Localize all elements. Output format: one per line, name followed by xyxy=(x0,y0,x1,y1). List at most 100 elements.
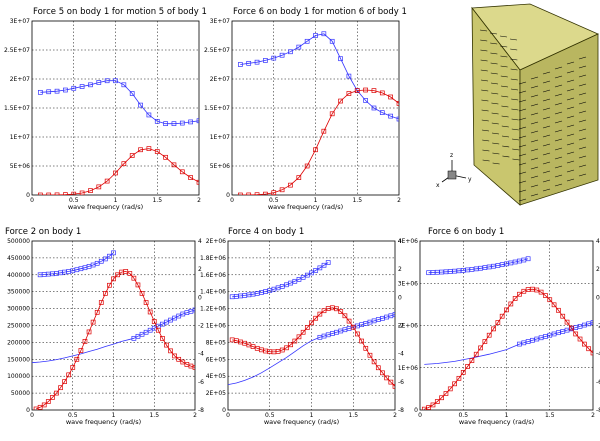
data-point xyxy=(482,339,488,344)
pressure-arrow xyxy=(530,184,539,188)
y2-tick-label: 4 xyxy=(198,238,202,245)
data-point xyxy=(74,356,80,362)
pressure-arrow xyxy=(578,128,587,132)
pressure-arrow xyxy=(566,160,575,164)
y-tick-label: 1.6E+06 xyxy=(200,272,226,279)
pressure-arrow xyxy=(500,85,509,88)
data-point xyxy=(138,147,143,153)
data-point xyxy=(439,395,444,401)
pressure-arrow xyxy=(480,79,489,82)
pressure-arrow xyxy=(500,65,508,68)
body-3d-view: z x y xyxy=(436,3,599,206)
pressure-arrow xyxy=(518,162,527,166)
y-tick-label: 0 xyxy=(226,192,230,199)
data-point xyxy=(188,119,193,125)
data-point xyxy=(495,320,501,325)
pressure-arrow xyxy=(554,138,563,142)
data-point xyxy=(96,80,102,85)
data-point xyxy=(504,307,509,313)
data-point xyxy=(359,338,364,344)
y2-tick-label: 2 xyxy=(596,266,600,273)
data-point xyxy=(317,265,323,271)
pressure-arrow xyxy=(512,148,520,151)
charts-layer: Force 5 on body 1 for motion 5 of body 1… xyxy=(4,7,600,426)
data-point xyxy=(577,336,583,342)
data-point xyxy=(346,91,352,96)
data-point xyxy=(363,98,368,103)
data-point xyxy=(371,88,377,93)
x-tick-label: 2 xyxy=(397,197,401,204)
pressure-arrow xyxy=(578,56,587,60)
pressure-arrow xyxy=(566,142,575,146)
pressure-arrow xyxy=(554,183,563,187)
y2-tick-label: -4 xyxy=(596,351,600,358)
pressure-arrow xyxy=(542,107,551,111)
series-line xyxy=(240,33,399,120)
data-point xyxy=(313,147,318,153)
pressure-arrow xyxy=(542,116,551,120)
y2-tick-label: -2 xyxy=(198,323,204,330)
x-axis-label: wave frequency (rad/s) xyxy=(268,203,343,211)
data-point xyxy=(486,332,492,338)
data-point xyxy=(551,302,557,308)
data-point xyxy=(573,331,579,337)
chart-title: Force 6 on body 1 xyxy=(428,227,504,237)
data-point xyxy=(388,379,394,385)
chart-panel-p1: Force 5 on body 1 for motion 5 of body 1… xyxy=(4,7,207,211)
pressure-arrow xyxy=(566,79,575,83)
y-tick-label: 350000 xyxy=(7,289,30,296)
y-tick-label: 2E+05 xyxy=(206,390,226,397)
pressure-arrow xyxy=(530,121,539,125)
pressure-arrow xyxy=(518,171,527,175)
data-point xyxy=(338,56,343,62)
prism-right-face xyxy=(519,33,599,206)
data-point xyxy=(556,307,561,313)
triad-y-label: y xyxy=(468,176,472,183)
data-point xyxy=(288,342,293,348)
triad-z-label: z xyxy=(450,152,453,159)
data-point xyxy=(329,38,335,44)
pressure-arrow xyxy=(578,119,587,123)
data-point xyxy=(168,348,173,354)
pressure-arrow xyxy=(518,153,527,157)
pressure-arrow xyxy=(518,81,527,85)
series-line xyxy=(40,252,114,276)
data-point xyxy=(363,87,368,93)
x-tick-label: 1 xyxy=(112,412,116,419)
x-tick-label: 0.5 xyxy=(269,197,279,204)
pressure-arrow xyxy=(481,99,489,102)
data-point xyxy=(88,188,93,193)
data-point xyxy=(66,372,72,378)
data-point xyxy=(313,268,319,273)
pressure-arrow xyxy=(530,103,539,107)
data-point xyxy=(379,110,385,115)
y-tick-label: 2E+07 xyxy=(10,76,30,83)
data-point xyxy=(121,161,127,167)
data-point xyxy=(469,358,475,363)
x-tick-label: 0.5 xyxy=(68,412,78,419)
data-point xyxy=(135,282,141,288)
x-axis-label: wave frequency (rad/s) xyxy=(264,418,339,426)
y-tick-label: 0 xyxy=(414,407,418,414)
pressure-arrow xyxy=(578,155,587,159)
y2-tick-label: -8 xyxy=(398,407,404,414)
data-point xyxy=(96,184,102,190)
y-tick-label: 3E+07 xyxy=(210,18,230,25)
data-point xyxy=(517,291,522,297)
pressure-arrow xyxy=(501,125,509,128)
y-tick-label: 1E+07 xyxy=(210,134,230,141)
data-point xyxy=(238,62,243,67)
pressure-arrow xyxy=(500,55,508,58)
pressure-arrow xyxy=(511,108,519,111)
pressure-arrow xyxy=(482,139,490,142)
pressure-arrow xyxy=(554,111,563,115)
pressure-arrow xyxy=(578,74,587,78)
triad-x-label: x xyxy=(436,182,440,189)
data-point xyxy=(104,78,110,84)
data-point xyxy=(491,326,496,332)
pressure-arrow xyxy=(554,165,563,169)
data-point xyxy=(321,31,327,37)
pressure-arrow xyxy=(518,189,527,193)
data-point xyxy=(317,311,323,317)
pressure-arrow xyxy=(480,49,488,52)
